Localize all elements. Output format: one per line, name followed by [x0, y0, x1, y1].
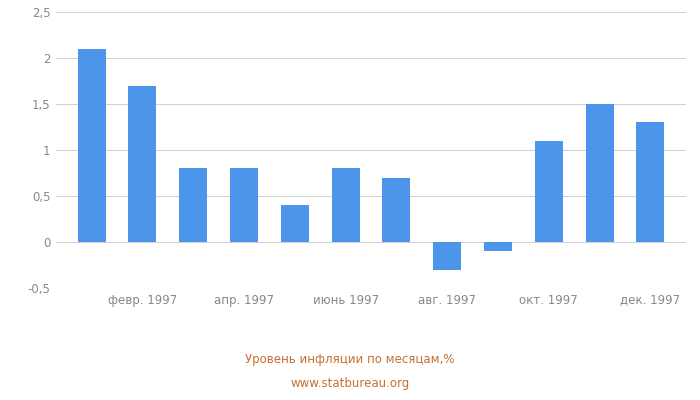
Bar	[535, 141, 563, 242]
Bar	[128, 86, 156, 242]
Text: www.statbureau.org: www.statbureau.org	[290, 378, 410, 390]
Bar	[433, 242, 461, 270]
Bar	[484, 242, 512, 251]
Bar	[636, 122, 664, 242]
Bar	[586, 104, 614, 242]
Bar	[281, 205, 309, 242]
Bar	[230, 168, 258, 242]
Bar	[179, 168, 207, 242]
Text: Уровень инфляции по месяцам,%: Уровень инфляции по месяцам,%	[245, 354, 455, 366]
Bar	[332, 168, 360, 242]
Bar	[78, 49, 106, 242]
Bar	[382, 178, 410, 242]
